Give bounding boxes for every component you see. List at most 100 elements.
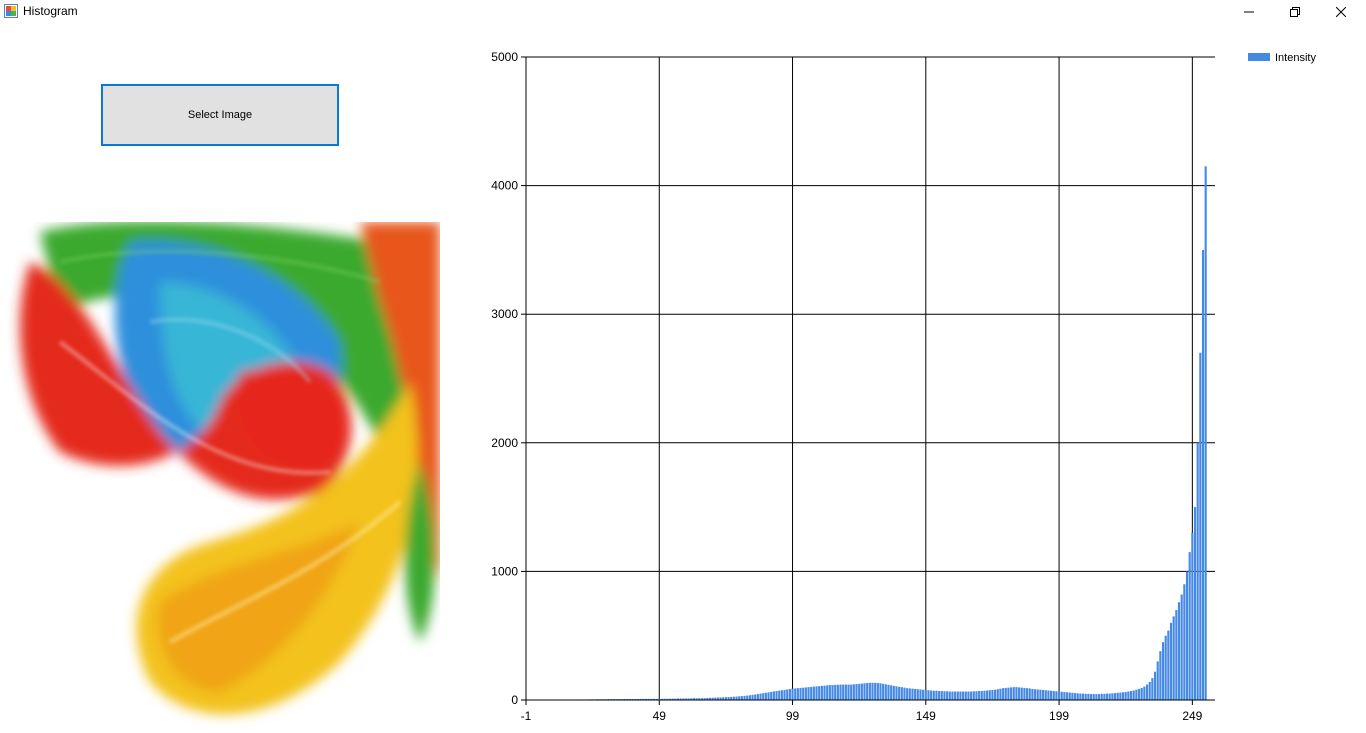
x-tick-label: 199 xyxy=(1049,709,1069,723)
window-titlebar: Histogram xyxy=(0,0,1366,24)
preview-image xyxy=(0,222,440,728)
histogram-bar xyxy=(959,692,961,700)
histogram-bar xyxy=(842,685,844,700)
histogram-bar xyxy=(829,685,831,700)
histogram-bar xyxy=(834,685,836,700)
histogram-bar xyxy=(962,692,964,700)
histogram-bar xyxy=(767,692,769,700)
histogram-bar xyxy=(1125,692,1127,700)
histogram-bar xyxy=(1093,694,1095,700)
histogram-bar xyxy=(815,686,817,700)
histogram-bar xyxy=(1071,693,1073,700)
histogram-bar xyxy=(775,691,777,700)
histogram-bar xyxy=(1127,692,1129,700)
histogram-bar xyxy=(1063,692,1065,700)
select-image-button[interactable]: Select Image xyxy=(101,84,339,146)
histogram-bar xyxy=(1183,584,1185,700)
histogram-bar xyxy=(855,684,857,700)
histogram-bar xyxy=(1037,689,1039,700)
histogram-bar xyxy=(749,695,751,700)
histogram-bar xyxy=(887,685,889,700)
histogram-bar xyxy=(1181,595,1183,700)
histogram-bar xyxy=(1101,694,1103,700)
histogram-bar xyxy=(898,687,900,700)
histogram-bar xyxy=(871,683,873,700)
histogram-bar xyxy=(866,683,868,700)
histogram-bar xyxy=(1111,693,1113,700)
histogram-bar xyxy=(1154,672,1156,700)
histogram-bar xyxy=(1021,688,1023,700)
histogram-bar xyxy=(1095,694,1097,700)
histogram-bar xyxy=(994,690,996,700)
histogram-bar xyxy=(847,685,849,700)
histogram-bar xyxy=(759,694,761,700)
histogram-bar xyxy=(813,687,815,700)
histogram-bar xyxy=(762,693,764,700)
legend-label: Intensity xyxy=(1275,52,1316,64)
histogram-bar xyxy=(893,686,895,700)
histogram-bar xyxy=(914,689,916,700)
histogram-bar xyxy=(1149,682,1151,700)
histogram-bar xyxy=(975,691,977,700)
histogram-bar xyxy=(746,696,748,700)
histogram-bar xyxy=(1167,631,1169,700)
legend-swatch xyxy=(1248,53,1270,61)
histogram-bar xyxy=(938,691,940,700)
histogram-bar xyxy=(736,697,738,700)
histogram-bar xyxy=(1175,610,1177,700)
histogram-bar xyxy=(1018,687,1020,700)
histogram-bar xyxy=(1122,692,1124,700)
histogram-bar xyxy=(1117,693,1119,700)
restore-icon xyxy=(1290,7,1300,17)
histogram-bar xyxy=(957,692,959,700)
histogram-bar xyxy=(1045,690,1047,700)
histogram-bar xyxy=(946,691,948,700)
histogram-bar xyxy=(743,696,745,700)
histogram-bar xyxy=(1010,687,1012,700)
histogram-bar xyxy=(1066,692,1068,700)
histogram-bar xyxy=(781,690,783,700)
histogram-bar xyxy=(1026,688,1028,700)
histogram-bar xyxy=(890,685,892,700)
histogram-bar xyxy=(773,691,775,700)
histogram-bar xyxy=(1005,688,1007,700)
window-title: Histogram xyxy=(23,4,78,18)
histogram-bar xyxy=(951,692,953,700)
histogram-bar xyxy=(1023,688,1025,700)
y-tick-label: 5000 xyxy=(491,50,518,64)
histogram-bar xyxy=(901,687,903,700)
histogram-bar xyxy=(1199,353,1201,700)
minimize-button[interactable] xyxy=(1226,0,1272,24)
histogram-bar xyxy=(981,691,983,700)
histogram-bar xyxy=(733,697,735,700)
histogram-bar xyxy=(799,688,801,700)
histogram-bar xyxy=(1119,693,1121,700)
histogram-bar xyxy=(869,683,871,700)
restore-button[interactable] xyxy=(1272,0,1318,24)
histogram-bar xyxy=(1079,694,1081,700)
histogram-bar xyxy=(1061,692,1063,700)
histogram-bar xyxy=(754,694,756,700)
select-image-label: Select Image xyxy=(188,109,252,121)
y-tick-label: 0 xyxy=(511,693,518,707)
histogram-bar xyxy=(823,686,825,700)
histogram-bar xyxy=(1130,691,1132,700)
y-tick-label: 1000 xyxy=(491,564,518,578)
close-button[interactable] xyxy=(1318,0,1364,24)
histogram-bar xyxy=(1173,616,1175,700)
histogram-bar xyxy=(1103,694,1105,700)
histogram-bar xyxy=(903,688,905,700)
histogram-bar xyxy=(826,685,828,700)
histogram-bar xyxy=(1143,687,1145,700)
histogram-bar xyxy=(1039,690,1041,700)
histogram-bar xyxy=(789,689,791,700)
histogram-bar xyxy=(1069,693,1071,700)
histogram-bar xyxy=(1058,692,1060,700)
histogram-bar xyxy=(1197,443,1199,700)
histogram-bar xyxy=(1082,694,1084,700)
histogram-bar xyxy=(949,692,951,700)
histogram-bar xyxy=(1074,693,1076,700)
histogram-bar xyxy=(895,686,897,700)
histogram-bar xyxy=(965,692,967,700)
histogram-bar xyxy=(1135,690,1137,700)
